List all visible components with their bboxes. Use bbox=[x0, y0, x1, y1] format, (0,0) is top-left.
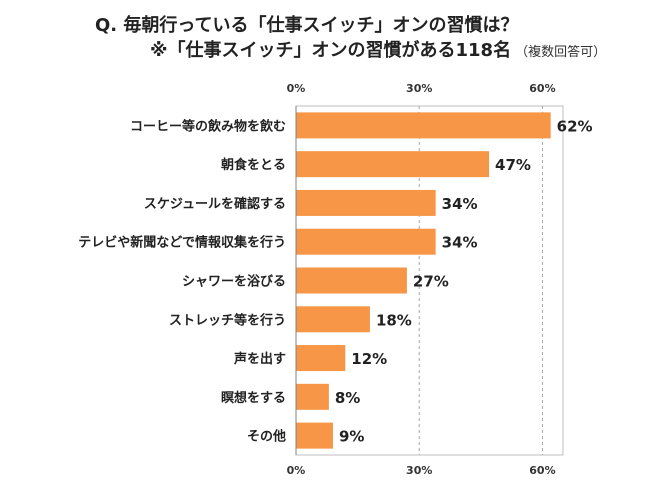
bar bbox=[296, 151, 490, 178]
bar bbox=[296, 422, 333, 449]
category-label: その他 bbox=[247, 429, 286, 445]
value-label: 27% bbox=[413, 273, 449, 291]
value-label: 8% bbox=[335, 389, 360, 407]
subtitle-note: （複数回答可） bbox=[515, 45, 607, 60]
value-label: 9% bbox=[339, 428, 364, 446]
bar bbox=[296, 306, 370, 333]
x-tick-label-bottom: 60% bbox=[529, 464, 555, 477]
x-tick-label-bottom: 0% bbox=[287, 464, 306, 477]
chart-subtitle: ※「仕事スイッチ」オンの習慣がある118名 （複数回答可） bbox=[150, 36, 606, 62]
x-tick-label-top: 30% bbox=[406, 82, 432, 95]
category-label: スケジュールを確認する bbox=[144, 196, 286, 212]
value-label: 34% bbox=[442, 234, 478, 252]
x-tick-label-top: 0% bbox=[287, 82, 306, 95]
subtitle-text: ※「仕事スイッチ」オンの習慣がある118名 bbox=[150, 40, 512, 61]
value-label: 62% bbox=[557, 117, 593, 135]
category-label: シャワーを浴びる bbox=[182, 274, 286, 290]
x-tick-label-top: 60% bbox=[529, 82, 555, 95]
value-label: 12% bbox=[351, 350, 387, 368]
bar bbox=[296, 112, 551, 139]
bar bbox=[296, 228, 436, 255]
value-label: 34% bbox=[442, 195, 478, 213]
category-label: 朝食をとる bbox=[221, 157, 286, 173]
category-label: 瞑想をする bbox=[221, 390, 286, 406]
bar bbox=[296, 383, 329, 410]
bar bbox=[296, 345, 346, 372]
bar bbox=[296, 267, 407, 294]
value-label: 47% bbox=[495, 156, 531, 174]
category-label: ストレッチ等を行う bbox=[169, 312, 286, 328]
category-label: 声を出す bbox=[233, 351, 286, 367]
category-label: テレビや新聞などで情報収集を行う bbox=[78, 235, 286, 251]
chart-title: Q. 毎朝行っている「仕事スイッチ」オンの習慣は？ bbox=[95, 15, 519, 36]
bar bbox=[296, 189, 436, 216]
x-tick-label-bottom: 30% bbox=[406, 464, 432, 477]
value-label: 18% bbox=[376, 311, 412, 329]
category-label: コーヒー等の飲み物を飲む bbox=[130, 118, 286, 134]
